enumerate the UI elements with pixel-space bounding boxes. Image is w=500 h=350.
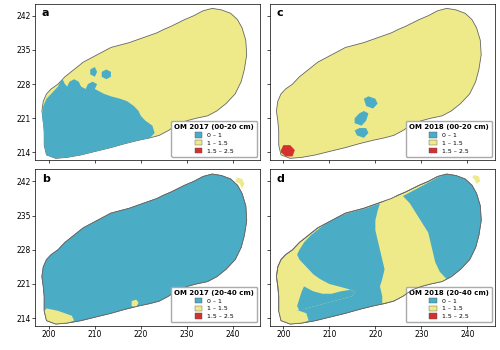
Polygon shape bbox=[403, 174, 481, 279]
Polygon shape bbox=[44, 308, 74, 324]
Polygon shape bbox=[278, 308, 308, 324]
Text: a: a bbox=[42, 8, 50, 18]
Legend: 0 – 1, 1 – 1.5, 1.5 – 2.5: 0 – 1, 1 – 1.5, 1.5 – 2.5 bbox=[406, 287, 492, 322]
Polygon shape bbox=[90, 67, 97, 77]
Polygon shape bbox=[278, 201, 384, 324]
Polygon shape bbox=[472, 175, 480, 184]
Polygon shape bbox=[42, 8, 246, 158]
Legend: 0 – 1, 1 – 1.5, 1.5 – 2.5: 0 – 1, 1 – 1.5, 1.5 – 2.5 bbox=[406, 121, 492, 157]
Polygon shape bbox=[364, 96, 378, 108]
Text: b: b bbox=[42, 174, 50, 184]
Polygon shape bbox=[354, 128, 368, 138]
Text: c: c bbox=[276, 8, 283, 18]
Legend: 0 – 1, 1 – 1.5, 1.5 – 2.5: 0 – 1, 1 – 1.5, 1.5 – 2.5 bbox=[171, 287, 258, 322]
Legend: 0 – 1, 1 – 1.5, 1.5 – 2.5: 0 – 1, 1 – 1.5, 1.5 – 2.5 bbox=[172, 121, 258, 157]
Polygon shape bbox=[354, 111, 368, 126]
Polygon shape bbox=[281, 145, 295, 156]
Polygon shape bbox=[102, 69, 111, 79]
Polygon shape bbox=[378, 196, 446, 302]
Polygon shape bbox=[276, 174, 481, 324]
Text: d: d bbox=[276, 174, 284, 184]
Polygon shape bbox=[132, 300, 138, 307]
Polygon shape bbox=[276, 8, 481, 158]
Polygon shape bbox=[42, 79, 154, 158]
Polygon shape bbox=[42, 174, 246, 324]
Polygon shape bbox=[42, 174, 246, 324]
Polygon shape bbox=[235, 177, 244, 189]
Polygon shape bbox=[297, 286, 354, 311]
